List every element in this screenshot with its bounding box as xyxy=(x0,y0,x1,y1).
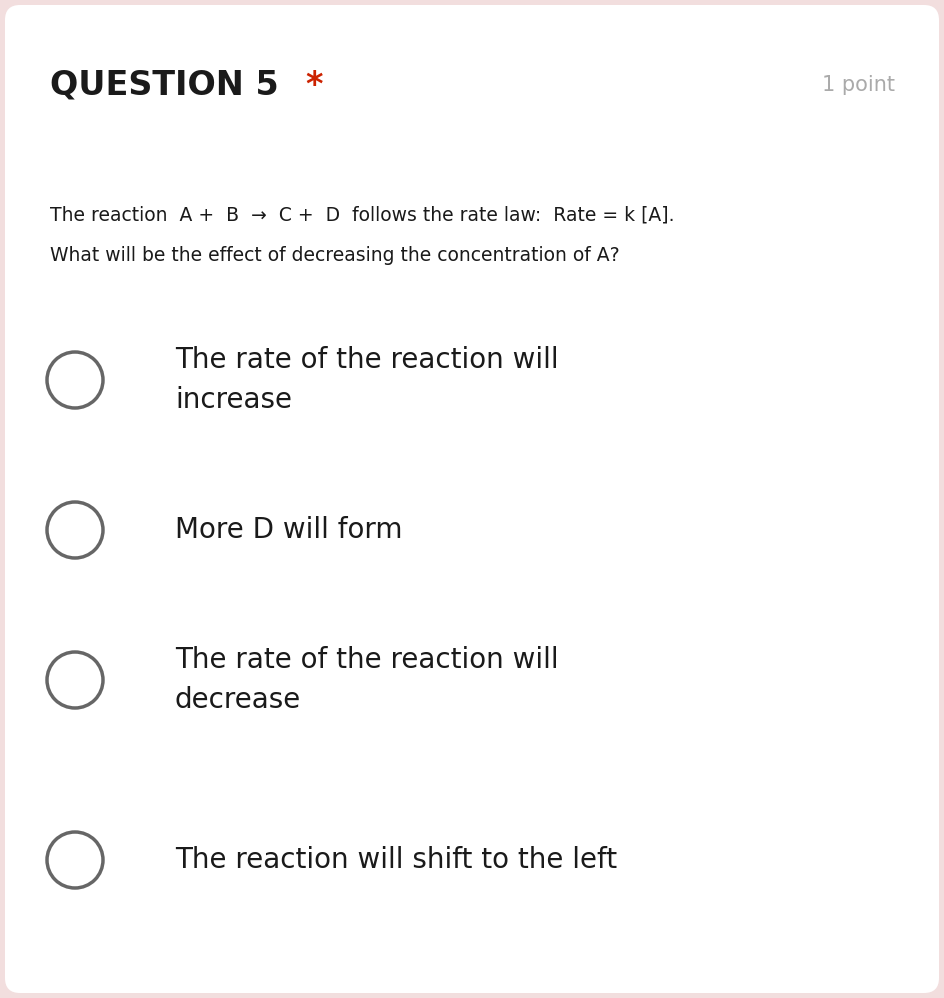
Text: 1 point: 1 point xyxy=(822,75,895,95)
Text: The rate of the reaction will
increase: The rate of the reaction will increase xyxy=(175,346,559,413)
Text: The rate of the reaction will
decrease: The rate of the reaction will decrease xyxy=(175,647,559,714)
Text: *: * xyxy=(305,69,323,102)
FancyBboxPatch shape xyxy=(5,5,939,993)
Text: The reaction  A +  B  →  C +  D  follows the rate law:  Rate = k [A].: The reaction A + B → C + D follows the r… xyxy=(50,206,675,225)
Text: QUESTION 5: QUESTION 5 xyxy=(50,69,278,102)
Text: More D will form: More D will form xyxy=(175,516,402,544)
Text: The reaction will shift to the left: The reaction will shift to the left xyxy=(175,846,617,874)
Text: What will be the effect of decreasing the concentration of A?: What will be the effect of decreasing th… xyxy=(50,246,619,264)
